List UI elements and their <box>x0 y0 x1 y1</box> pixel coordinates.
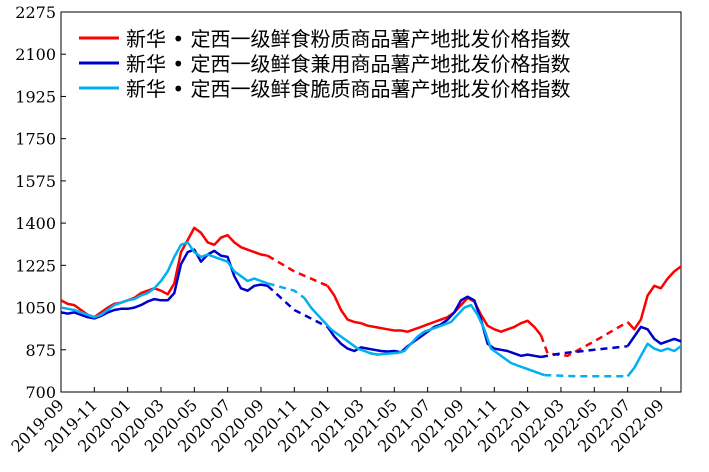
series-3-segment-2 <box>267 282 306 299</box>
y-tick-label: 1750 <box>15 130 56 149</box>
series-3-segment-5 <box>626 342 681 378</box>
y-tick-label: 2275 <box>15 3 56 22</box>
plot-frame <box>60 11 682 393</box>
series-1-segment-4 <box>539 320 629 358</box>
series-3-segment-4 <box>544 373 628 378</box>
series-3-line <box>61 241 681 378</box>
y-tick-label: 1050 <box>15 299 56 318</box>
series-1-segment-3 <box>326 285 542 337</box>
y-tick-label: 875 <box>25 341 56 360</box>
legend-label-1: 新华 • 定西一级鲜食粉质商品薯产地批发价格指数 <box>126 27 571 51</box>
series-layer <box>61 226 681 378</box>
x-axis: 2019-092019-112020-012020-032020-052020-… <box>7 387 668 456</box>
y-tick-label: 1400 <box>15 214 56 233</box>
series-1-segment-2 <box>266 254 329 287</box>
series-3-segment-1 <box>61 241 269 319</box>
series-2-segment-1 <box>61 248 268 320</box>
series-1-line <box>61 226 681 358</box>
series-2-line <box>61 248 681 359</box>
y-tick-label: 2100 <box>15 45 56 64</box>
series-2-segment-2 <box>266 284 329 329</box>
series-2-segment-4 <box>540 344 628 359</box>
y-axis: 700 875 1050 1225 1400 1575 1750 1925 2100 2275 <box>15 3 66 402</box>
series-3-segment-3 <box>303 297 545 377</box>
y-tick-label: 1225 <box>15 256 56 275</box>
legend-label-3: 新华 • 定西一级鲜食脆质商品薯产地批发价格指数 <box>126 77 571 101</box>
y-tick-label: 700 <box>25 383 56 402</box>
series-1-segment-5 <box>626 265 681 331</box>
legend-label-2: 新华 • 定西一级鲜食兼用商品薯产地批发价格指数 <box>126 52 571 76</box>
series-2-segment-5 <box>626 325 681 347</box>
y-tick-label: 1575 <box>15 172 56 191</box>
y-tick-label: 1925 <box>15 87 56 106</box>
